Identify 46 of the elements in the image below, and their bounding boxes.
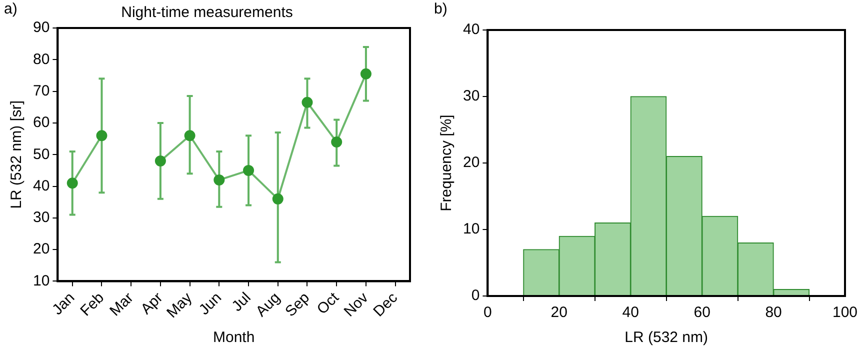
y-axis-title: Frequency [%] bbox=[438, 114, 456, 212]
x-tick-label: Nov bbox=[340, 288, 372, 320]
y-tick-label: 30 bbox=[462, 88, 480, 105]
x-tick-label: Jan bbox=[48, 289, 78, 318]
x-tick-label: Sep bbox=[282, 289, 313, 320]
x-tick-label: Oct bbox=[314, 288, 343, 318]
y-tick-label: 90 bbox=[32, 19, 50, 36]
x-tick-label: Aug bbox=[252, 289, 284, 320]
point bbox=[272, 193, 284, 204]
x-axis-title: Month bbox=[212, 329, 255, 346]
y-axis-title: LR (532 nm) [sr] bbox=[8, 100, 26, 209]
x-tick-label: 20 bbox=[550, 304, 568, 322]
x-tick-label: Mar bbox=[106, 289, 137, 320]
x-tick-label: 100 bbox=[832, 304, 858, 322]
y-tick-label: 40 bbox=[462, 21, 480, 38]
y-tick-label: 10 bbox=[32, 272, 50, 290]
text: b) bbox=[434, 0, 448, 18]
x-tick-label: Jul bbox=[228, 289, 254, 315]
y-tick-label: 20 bbox=[32, 240, 50, 258]
point bbox=[243, 164, 254, 176]
y-tick-label: 10 bbox=[462, 220, 480, 238]
y-tick-label: 80 bbox=[32, 50, 50, 68]
point bbox=[184, 130, 196, 142]
point bbox=[214, 174, 225, 186]
x-tick-label: Dec bbox=[370, 288, 402, 320]
x-tick-label: 0 bbox=[484, 304, 492, 322]
x-tick-label: Feb bbox=[77, 289, 108, 320]
y-tick-label: 50 bbox=[32, 146, 50, 163]
y-tick-label: 40 bbox=[32, 177, 50, 194]
x-tick-label: 40 bbox=[622, 304, 639, 322]
point bbox=[66, 178, 78, 189]
text: a) bbox=[4, 0, 18, 18]
x-tick-label: 60 bbox=[694, 304, 710, 322]
point bbox=[154, 155, 166, 166]
y-tick-label: 30 bbox=[32, 209, 50, 226]
y-tick-label: 20 bbox=[462, 154, 480, 172]
x-tick-label: 80 bbox=[765, 304, 782, 322]
x-tick-label: Jun bbox=[196, 289, 225, 318]
point bbox=[302, 96, 313, 108]
y-tick-label: 60 bbox=[32, 114, 50, 132]
y-tick-label: 70 bbox=[32, 82, 50, 100]
point bbox=[96, 130, 108, 142]
x-axis-title: LR (532 nm) bbox=[624, 329, 708, 346]
point bbox=[360, 68, 372, 80]
point bbox=[331, 136, 342, 148]
chart-title: Night-time measurements bbox=[121, 4, 293, 22]
